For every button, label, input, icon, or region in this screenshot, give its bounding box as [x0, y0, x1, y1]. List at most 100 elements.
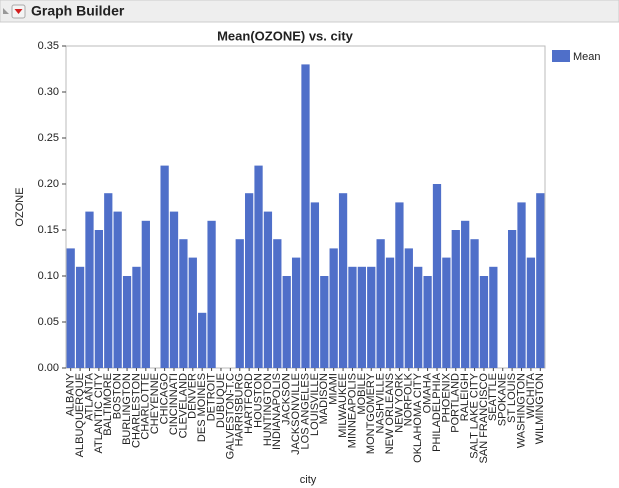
x-tick-label: MILWAUKEE — [337, 373, 349, 438]
bar — [479, 276, 489, 368]
x-tick-label: NORFOLK — [403, 372, 415, 426]
x-tick-label: LOS ANGELES — [299, 373, 311, 449]
x-tick-label: CHICAGO — [159, 373, 171, 425]
bar — [179, 239, 188, 368]
x-tick-label: BALTIMORE — [102, 373, 114, 436]
x-tick-label: ALBUQUERQUE — [74, 373, 86, 457]
x-tick-label: OKLAHOMA CITY — [412, 372, 424, 463]
x-tick-label: ATLANTA — [83, 372, 95, 421]
y-tick-label: 0.35 — [38, 40, 59, 52]
bar — [451, 230, 460, 368]
bar — [385, 257, 395, 368]
bar — [188, 257, 197, 368]
x-tick-label: JACKSON — [281, 373, 293, 425]
bar — [517, 202, 526, 368]
bar — [122, 276, 132, 368]
x-tick-label: PORTLAND — [450, 373, 462, 433]
x-tick-label: HARTFORD — [243, 373, 255, 434]
x-tick-label: WILMINGTON — [534, 373, 546, 444]
bar — [414, 266, 423, 368]
bar — [357, 266, 366, 368]
x-tick-label: ALBANY — [65, 372, 77, 416]
bar — [536, 193, 545, 368]
bar — [442, 257, 451, 368]
x-tick-label: INDIANAPOLIS — [271, 373, 283, 450]
x-tick-label: DENVER — [187, 373, 199, 419]
x-tick-label: DETROIT — [205, 373, 217, 422]
x-tick-label: LOUISVILLE — [309, 373, 321, 436]
x-tick-label: HOUSTON — [252, 373, 264, 428]
x-tick-label: SEATTLE — [487, 373, 499, 421]
bar — [404, 248, 413, 368]
x-tick-label: ATLANTIC CITY — [93, 372, 105, 453]
x-tick-label: SPOKANE — [497, 373, 509, 426]
y-tick-label: 0.25 — [38, 132, 59, 144]
x-tick-label: CHARLESTON — [130, 373, 142, 448]
red-triangle — [14, 9, 23, 14]
bar — [245, 193, 254, 368]
bar — [273, 239, 282, 368]
bar — [254, 165, 263, 368]
x-tick-label: SAN FRANCISCO — [478, 373, 490, 464]
bar — [507, 230, 517, 368]
y-tick-label: 0.10 — [38, 270, 59, 282]
bar — [301, 64, 310, 369]
bar — [348, 266, 357, 368]
bar — [235, 239, 244, 368]
bar — [66, 248, 75, 368]
x-tick-label: BURLINGTON — [121, 373, 133, 445]
bar — [489, 266, 498, 368]
bar — [432, 184, 442, 368]
x-tick-label: MINNEAPOLIS — [346, 373, 358, 448]
bar — [198, 312, 207, 368]
bar — [207, 220, 216, 368]
disclosure-icon[interactable] — [3, 8, 9, 14]
bar — [526, 257, 536, 368]
bar — [376, 239, 385, 368]
x-tick-label: PHOENIX — [440, 372, 452, 422]
y-tick-label: 0.05 — [38, 316, 59, 328]
x-tick-label: MONTGOMERY — [365, 372, 377, 454]
bar — [310, 202, 320, 368]
bar — [141, 220, 150, 368]
y-tick-label: 0.20 — [38, 178, 59, 190]
bar — [291, 257, 301, 368]
x-tick-label: CINCINNATI — [168, 373, 180, 435]
x-axis-label: city — [300, 474, 317, 486]
x-tick-label: OMAHA — [422, 372, 434, 413]
x-tick-label: HUNTINGTON — [262, 373, 274, 446]
bar — [263, 211, 273, 368]
bar — [160, 165, 169, 368]
x-tick-label: ST LOUIS — [506, 373, 518, 423]
header-bar — [0, 0, 619, 23]
x-tick-label: NEW ORLEANS — [384, 373, 396, 454]
bar — [169, 211, 179, 368]
x-tick-label: CHARLOTTE — [140, 373, 152, 440]
x-tick-label: GALVESTON-T.C — [224, 373, 236, 459]
bar — [104, 193, 113, 368]
bar — [113, 211, 122, 368]
bar — [94, 230, 104, 368]
x-tick-label: MIAMI — [328, 373, 340, 405]
bar — [338, 193, 348, 368]
y-tick-label: 0.15 — [38, 224, 59, 236]
x-tick-label: NASHVILLE — [375, 373, 387, 434]
x-tick-label: DES MOINES — [196, 373, 208, 442]
header-title: Graph Builder — [31, 3, 125, 19]
bar — [320, 276, 329, 368]
x-tick-label: MOBILE — [356, 373, 368, 415]
x-tick-label: BOSTON — [112, 373, 124, 419]
x-tick-label: MADISON — [318, 373, 330, 424]
bar — [470, 239, 479, 368]
x-tick-label: WICHITA — [525, 372, 537, 418]
y-tick-label: 0.00 — [38, 362, 59, 374]
x-tick-label: JACKSONVILLE — [290, 373, 302, 455]
x-tick-label: SALT LAKE CITY — [468, 372, 480, 458]
bar — [329, 248, 338, 368]
x-tick-label: NEW YORK — [393, 372, 405, 432]
x-tick-label: WASHINGTON — [515, 373, 527, 448]
legend-swatch — [552, 50, 570, 62]
bar — [85, 211, 94, 368]
y-tick-label: 0.30 — [38, 86, 59, 98]
